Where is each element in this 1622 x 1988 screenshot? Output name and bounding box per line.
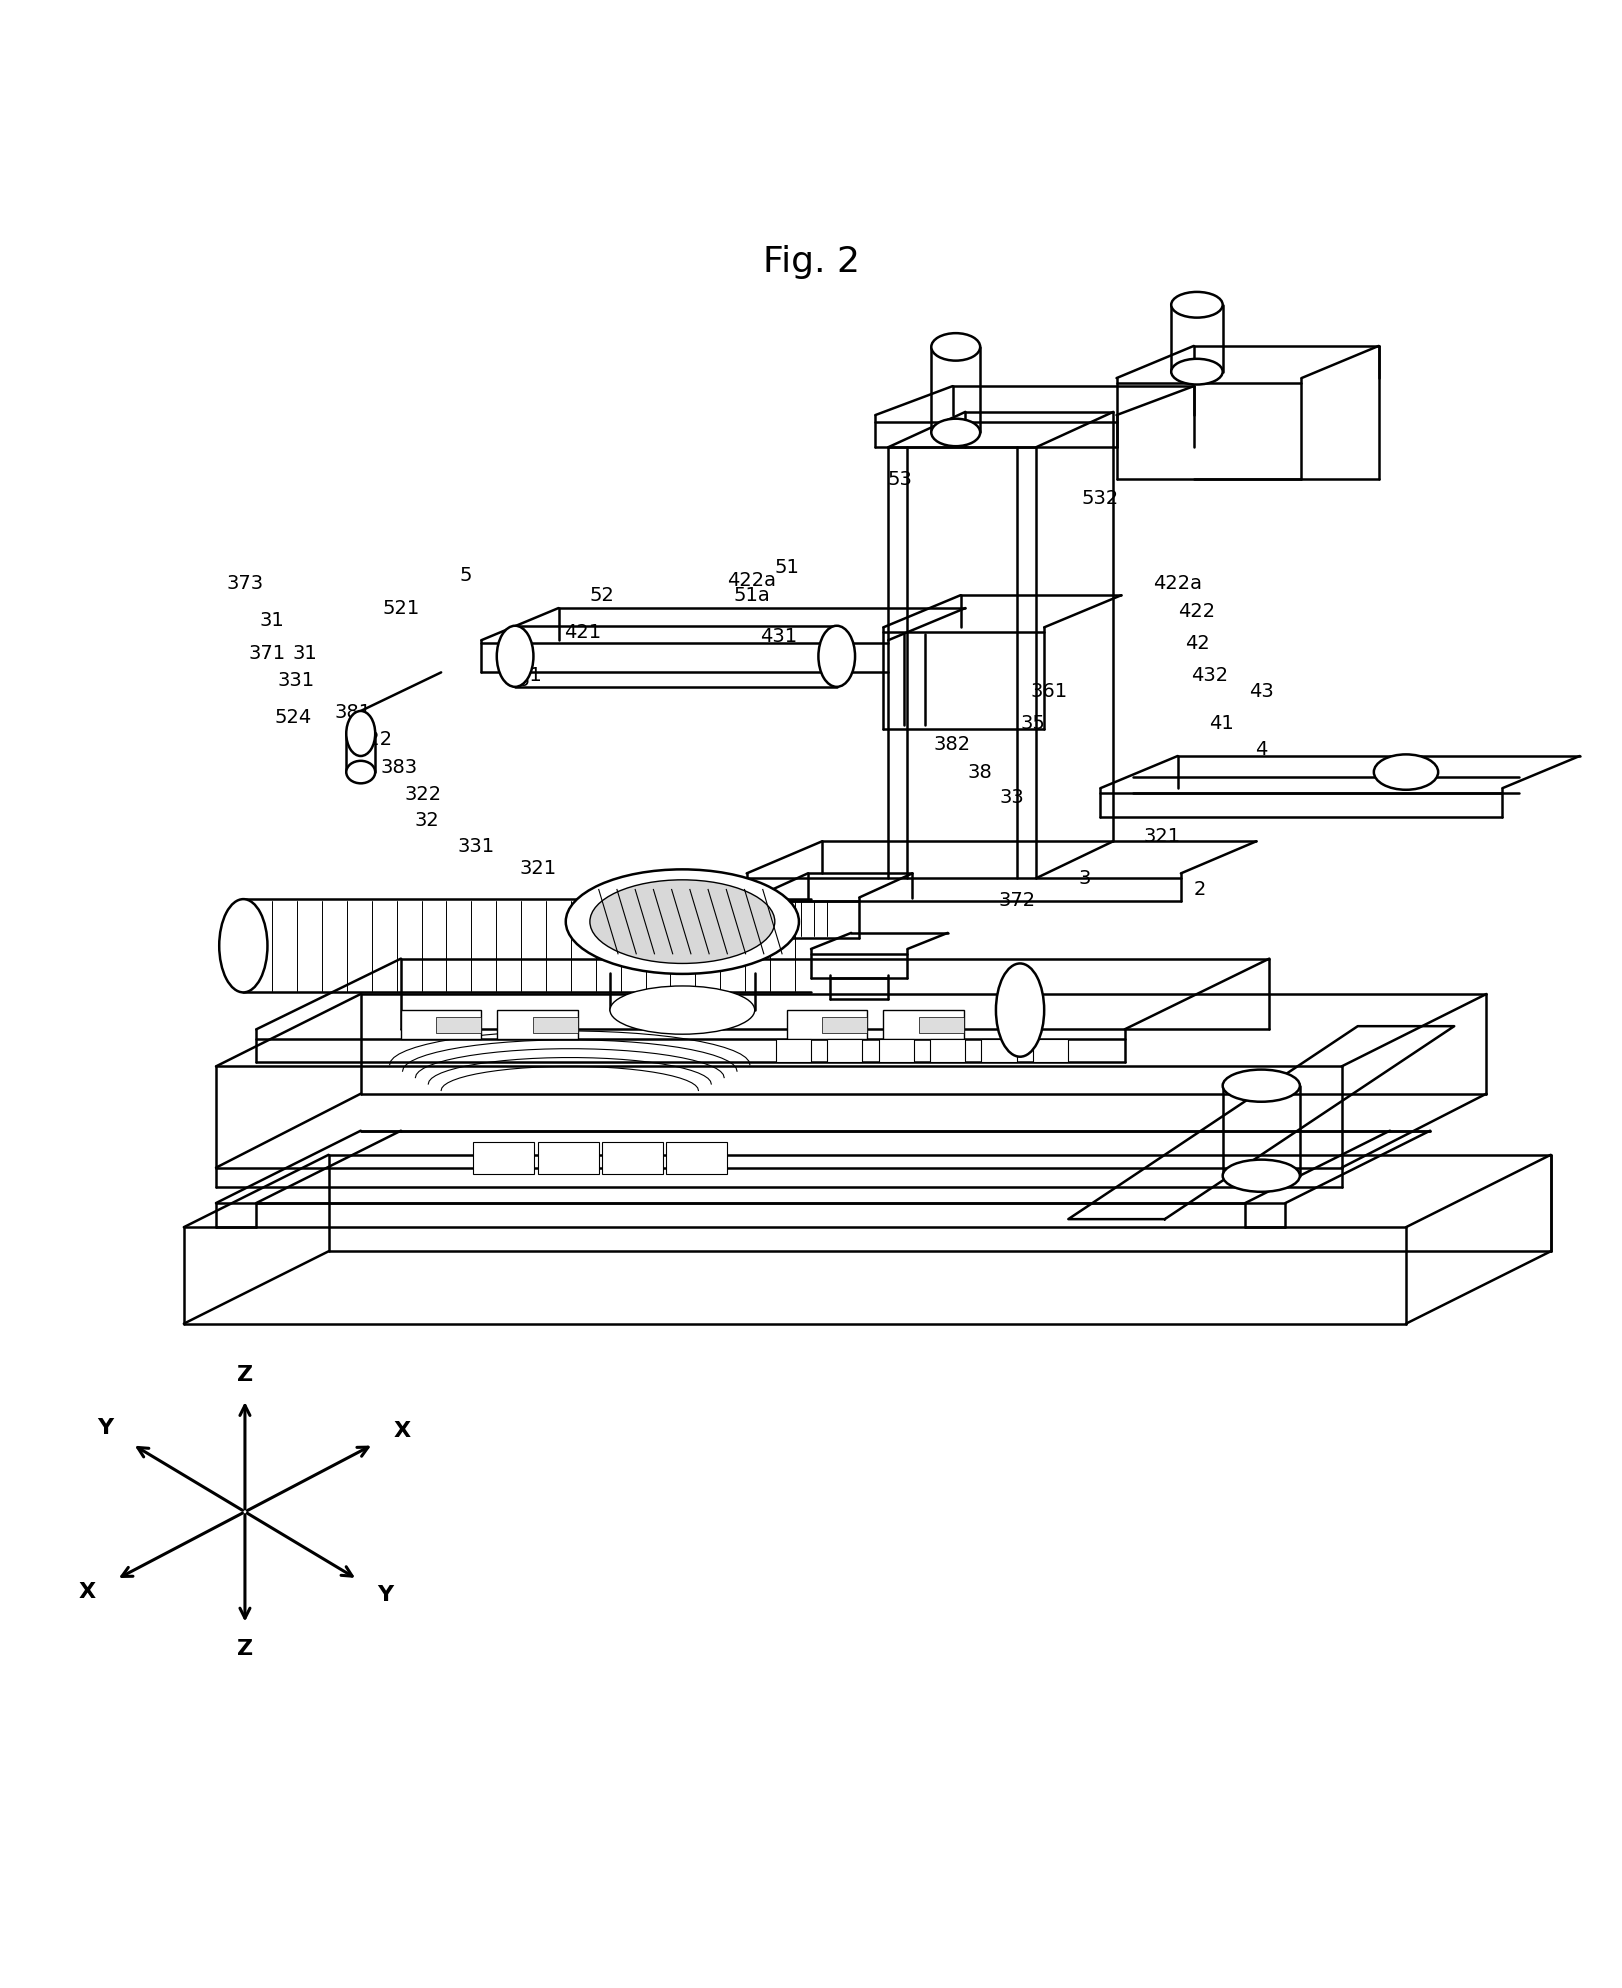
Text: 383: 383 [381,757,418,777]
FancyBboxPatch shape [532,1016,577,1032]
Text: 322: 322 [406,785,443,803]
Ellipse shape [496,626,534,686]
Text: 361: 361 [1030,682,1067,702]
Text: 37: 37 [694,907,719,926]
Ellipse shape [219,899,268,992]
Text: 372: 372 [998,891,1035,911]
Text: 31: 31 [260,612,284,630]
FancyBboxPatch shape [884,1010,963,1040]
Ellipse shape [931,419,980,445]
Ellipse shape [931,334,980,360]
FancyBboxPatch shape [474,1141,534,1175]
Ellipse shape [566,869,800,974]
Text: 422a: 422a [1153,575,1202,594]
Text: X: X [394,1421,410,1441]
Text: 422a: 422a [727,571,775,590]
FancyBboxPatch shape [401,1010,482,1040]
Text: 42: 42 [1184,634,1210,652]
Text: 532: 532 [1082,489,1119,509]
Text: 32: 32 [414,811,440,829]
Text: Y: Y [376,1586,393,1606]
Text: Y: Y [97,1417,114,1437]
FancyBboxPatch shape [436,1016,482,1032]
Text: 331: 331 [457,837,495,855]
Text: 422: 422 [1179,602,1215,620]
Ellipse shape [1223,1159,1299,1191]
FancyBboxPatch shape [981,1040,1017,1062]
Text: 371: 371 [248,644,285,662]
FancyBboxPatch shape [787,1010,868,1040]
Ellipse shape [1171,358,1223,384]
Text: 36: 36 [506,670,530,690]
Text: 381: 381 [334,704,371,722]
Text: 38: 38 [967,763,993,781]
FancyBboxPatch shape [667,1141,727,1175]
Text: 321: 321 [519,859,556,879]
Text: 321: 321 [1144,827,1181,847]
Ellipse shape [996,964,1045,1058]
Text: 31: 31 [292,644,316,662]
Text: 521: 521 [383,598,420,618]
Text: 373: 373 [227,575,263,594]
Ellipse shape [610,986,754,1034]
FancyBboxPatch shape [498,1010,577,1040]
Text: 41: 41 [517,666,542,686]
Text: 52: 52 [589,586,615,604]
Text: 3: 3 [1079,869,1090,889]
Text: 322: 322 [355,730,393,749]
Text: 431: 431 [761,628,798,646]
FancyBboxPatch shape [537,1141,599,1175]
Text: 51a: 51a [733,586,770,604]
Text: 4: 4 [1255,740,1267,759]
Text: 34: 34 [629,885,655,905]
Text: 33: 33 [999,789,1025,807]
Text: 421: 421 [564,622,602,642]
Ellipse shape [819,626,855,686]
Text: 5: 5 [459,567,472,584]
Text: 41: 41 [1208,714,1233,734]
FancyBboxPatch shape [822,1016,868,1032]
Ellipse shape [345,712,375,755]
Text: Fig. 2: Fig. 2 [762,245,860,278]
Text: 35: 35 [1020,714,1045,734]
Text: 43: 43 [1249,682,1273,702]
FancyBboxPatch shape [827,1040,863,1062]
FancyBboxPatch shape [775,1040,811,1062]
Ellipse shape [1374,753,1439,789]
Text: 53: 53 [887,469,912,489]
Text: 2: 2 [1194,881,1207,899]
FancyBboxPatch shape [879,1040,913,1062]
FancyBboxPatch shape [1033,1040,1069,1062]
Text: 51: 51 [774,559,800,577]
FancyBboxPatch shape [602,1141,663,1175]
Ellipse shape [1171,292,1223,318]
FancyBboxPatch shape [918,1016,963,1032]
Text: 382: 382 [934,736,972,753]
Text: Z: Z [237,1638,253,1658]
Ellipse shape [1223,1070,1299,1101]
Text: Z: Z [237,1366,253,1386]
FancyBboxPatch shape [929,1040,965,1062]
Text: 331: 331 [277,670,315,690]
Text: 524: 524 [274,708,311,728]
Ellipse shape [345,761,375,783]
Ellipse shape [590,881,775,964]
Text: 432: 432 [1191,666,1228,686]
Text: X: X [79,1582,96,1602]
